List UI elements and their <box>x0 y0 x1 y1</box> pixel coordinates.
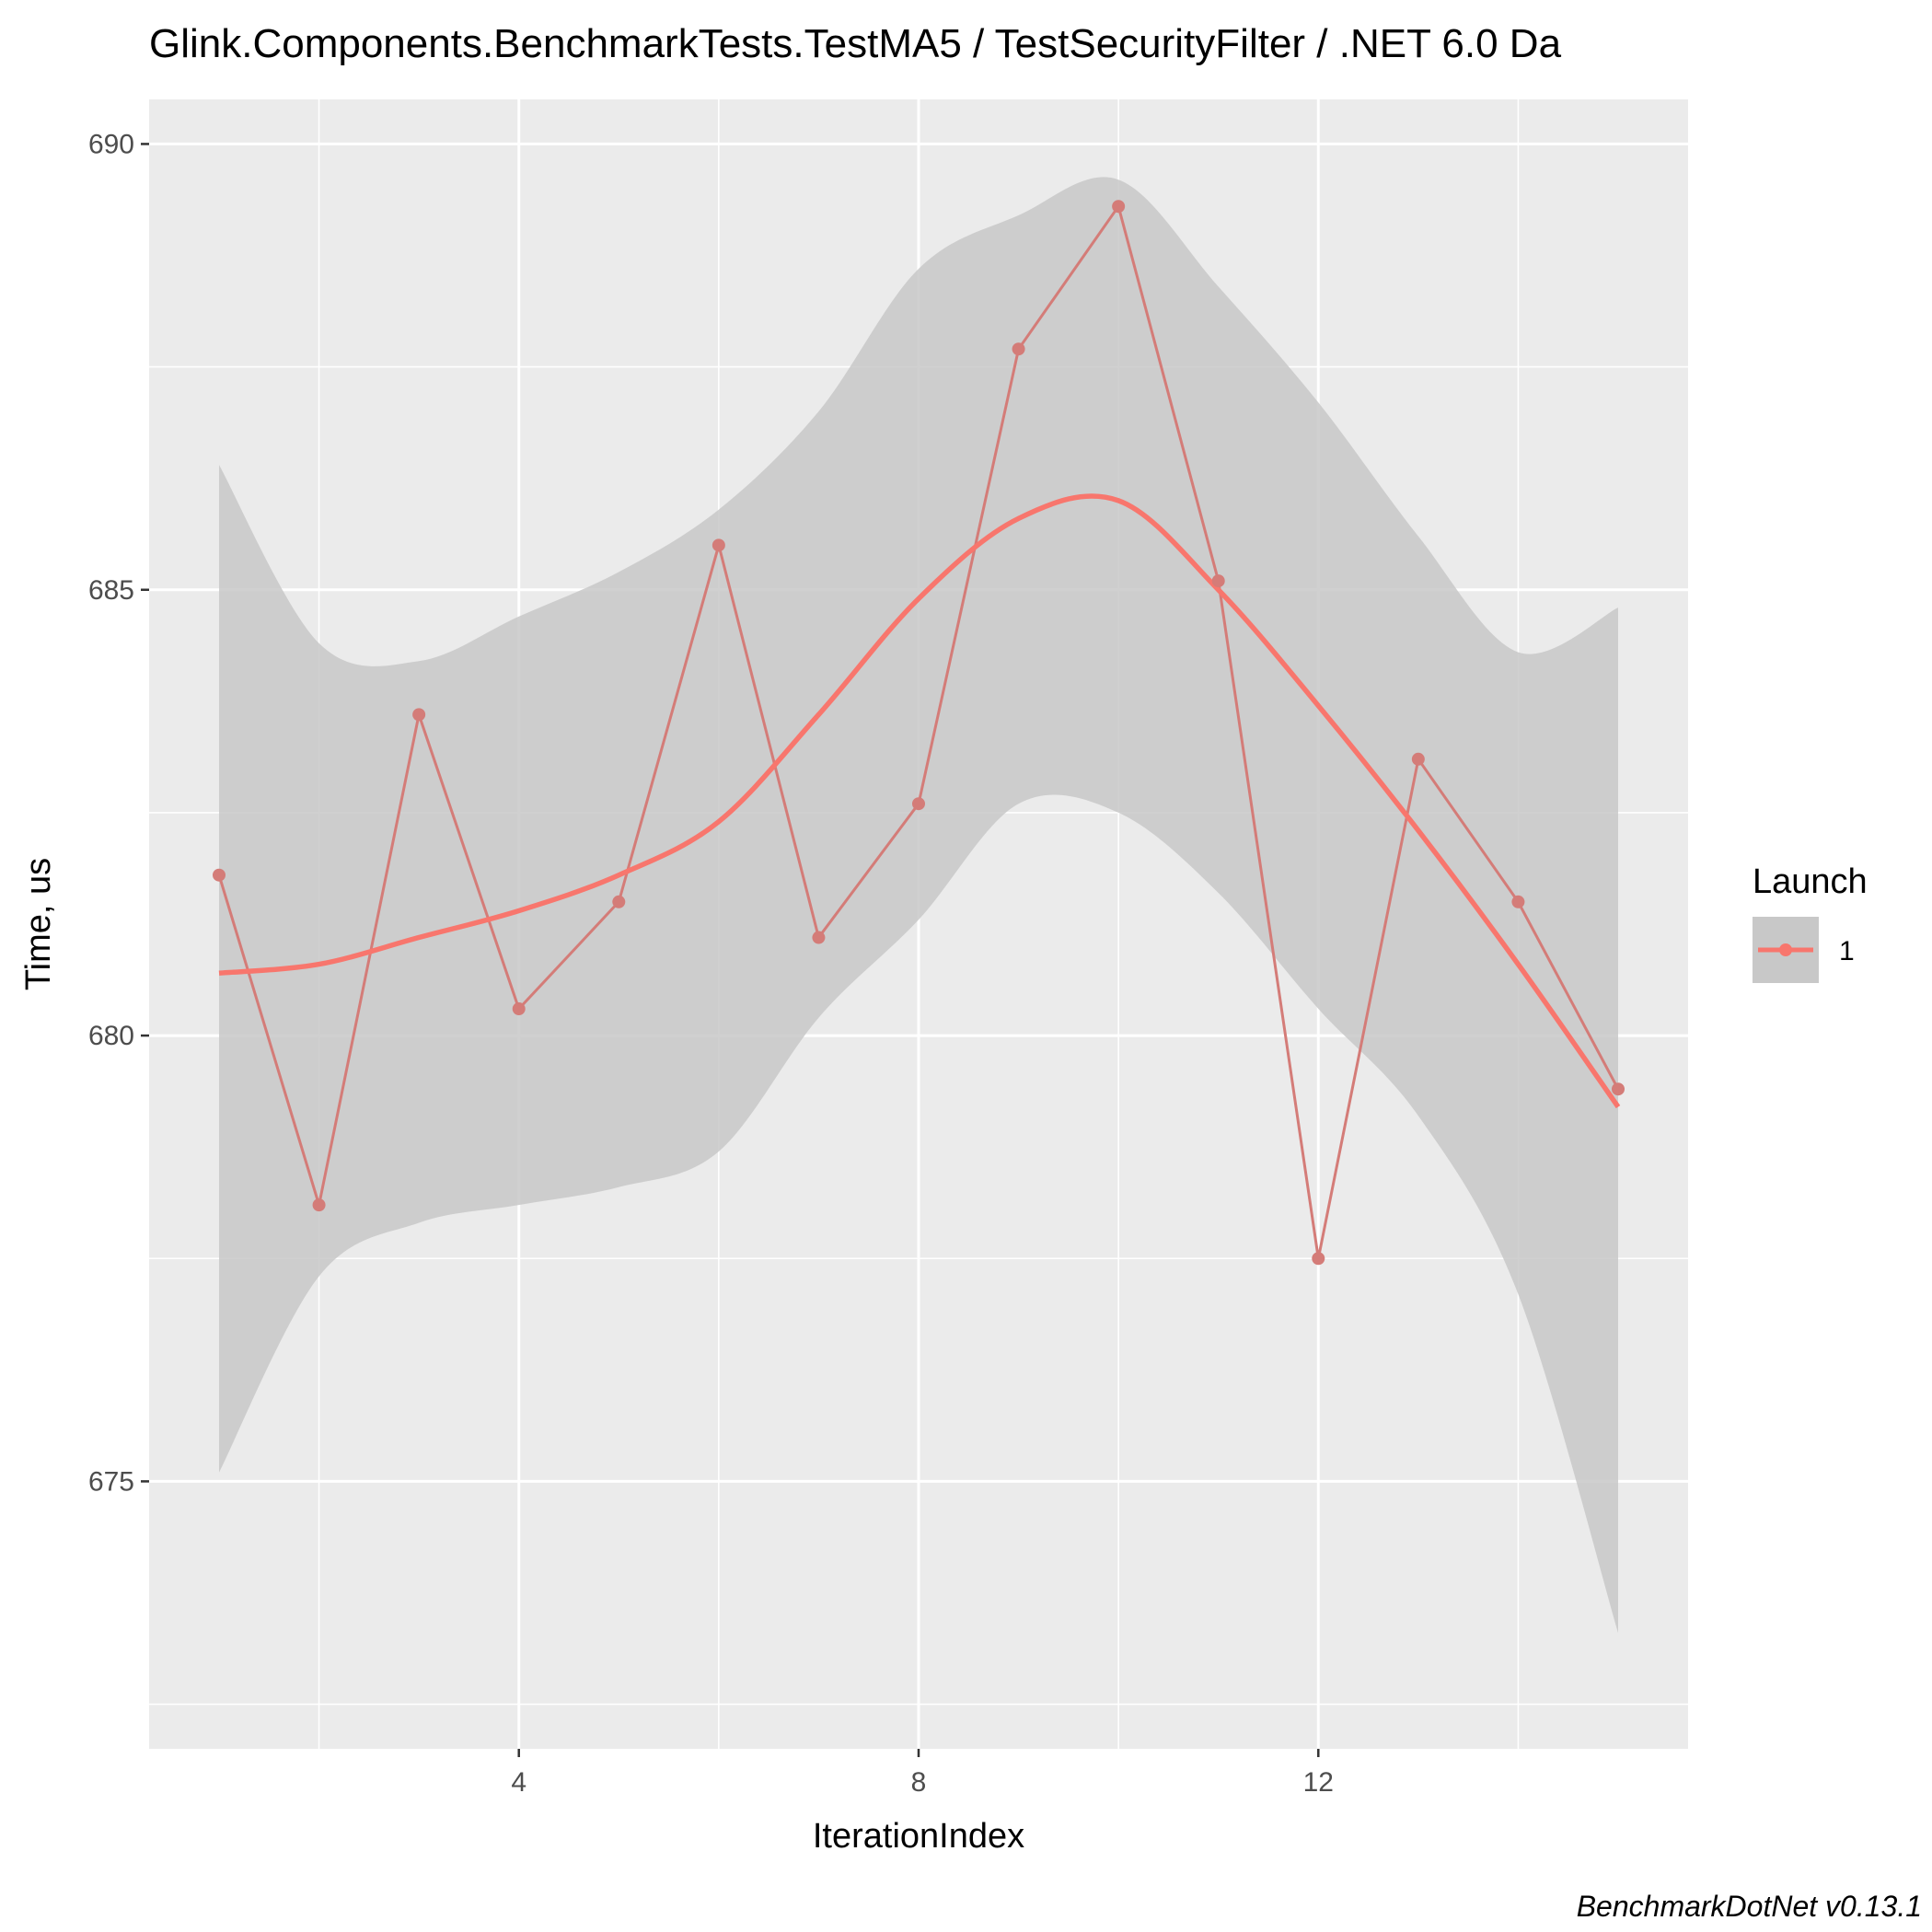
y-axis-title: Time, us <box>19 858 58 990</box>
data-point-13 <box>1411 752 1425 766</box>
x-tick-label-4: 4 <box>511 1767 526 1798</box>
x-tick-label-8: 8 <box>911 1767 927 1798</box>
data-point-2 <box>312 1198 326 1212</box>
confidence-ribbon <box>219 177 1618 1634</box>
x-axis-title: IterationIndex <box>813 1817 1024 1856</box>
data-point-9 <box>1012 342 1025 356</box>
data-point-7 <box>812 931 826 944</box>
smooth-line-launch-1 <box>218 493 1621 1109</box>
data-point-11 <box>1211 574 1225 588</box>
data-point-1 <box>213 868 226 882</box>
data-point-3 <box>412 708 426 722</box>
legend-title: Launch <box>1753 862 1868 901</box>
data-point-5 <box>612 895 626 908</box>
y-tick-label-675: 675 <box>88 1466 134 1497</box>
data-point-12 <box>1312 1252 1325 1266</box>
data-point-4 <box>512 1002 526 1016</box>
caption: BenchmarkDotNet v0.13.1 <box>1577 1890 1922 1923</box>
y-tick-label-680: 680 <box>88 1021 134 1051</box>
y-axis: 675 680 685 690 <box>88 129 149 1497</box>
legend: Launch 1 <box>1753 862 1868 983</box>
data-point-14 <box>1511 895 1525 908</box>
y-tick-label-690: 690 <box>88 129 134 159</box>
data-points <box>213 200 1625 1266</box>
y-tick-label-685: 685 <box>88 575 134 606</box>
x-axis: 4 8 12 <box>511 1749 1334 1798</box>
legend-key-point <box>1779 943 1792 956</box>
chart-title: Glink.Components.BenchmarkTests.TestMA5 … <box>149 21 1562 66</box>
data-point-10 <box>1112 200 1126 214</box>
legend-label-1: 1 <box>1839 936 1855 966</box>
data-point-8 <box>912 797 925 811</box>
x-tick-label-12: 12 <box>1303 1767 1334 1798</box>
data-point-15 <box>1612 1082 1625 1096</box>
data-point-6 <box>711 538 725 552</box>
